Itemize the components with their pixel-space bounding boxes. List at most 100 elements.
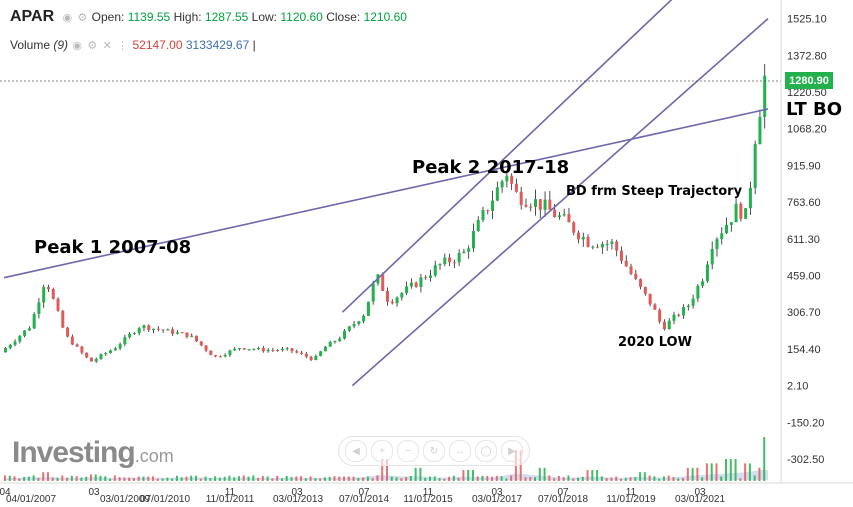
x-tick-label: 11/01/2015 (403, 494, 453, 505)
candle-body (314, 355, 318, 360)
volume-bar (682, 478, 685, 481)
close-value: 1210.60 (363, 10, 407, 24)
volume-bar (443, 478, 446, 481)
candle-body (32, 313, 36, 329)
volume-bar (591, 470, 594, 481)
candle-body (85, 352, 89, 358)
volume-bar (672, 476, 675, 481)
fit-icon[interactable]: ↔ (449, 440, 471, 462)
y-tick-label: 154.40 (787, 344, 821, 356)
volume-bar (266, 476, 269, 481)
volume-bar (481, 475, 484, 481)
volume-bar (381, 459, 384, 481)
volume-bar (147, 476, 150, 481)
volume-separator: | (252, 38, 256, 52)
volume-bar (51, 477, 54, 481)
x-tick-label: 03/01/2009 (100, 494, 150, 505)
volume-bar (128, 477, 131, 481)
candle-body (409, 282, 413, 287)
candle-body (61, 310, 65, 328)
y-tick-label: 1220.50 (787, 87, 827, 99)
eye-icon[interactable]: ◉ (62, 12, 73, 24)
volume-bar (376, 475, 379, 481)
scroll-right-icon[interactable]: ▶ (501, 440, 523, 462)
volume-bar (538, 467, 541, 481)
candle-body (195, 335, 198, 342)
candle-body (371, 283, 375, 302)
volume-bar (295, 476, 298, 481)
volume-bar (748, 463, 751, 481)
x-tick-label: 03 (291, 487, 303, 498)
candle-body (285, 348, 289, 350)
volume-bar (758, 467, 761, 481)
candle-body (328, 341, 332, 347)
scroll-left-icon[interactable]: ◀ (345, 440, 367, 462)
candle-body (271, 349, 275, 351)
candle-body (204, 345, 208, 351)
candle-body (662, 321, 666, 330)
volume-bar (686, 467, 689, 481)
volume-bar (137, 476, 140, 481)
candle-body (519, 191, 523, 205)
volume-bar (8, 475, 11, 481)
candles (4, 63, 767, 363)
candle-body (27, 328, 31, 331)
volume-bar (662, 476, 665, 481)
volume-bar (252, 475, 255, 481)
y-axis-ticks: 1525.10 1372.80 1220.50 1068.20 915.90 763.60… (787, 14, 827, 466)
volume-bar (557, 476, 560, 481)
volume-bar (405, 477, 408, 481)
candle-body (104, 353, 108, 355)
trendline-peak-line[interactable] (3, 108, 769, 279)
y-tick-label: 763.60 (787, 197, 821, 209)
volume-close-icon[interactable]: ✕ (102, 40, 112, 52)
volume-bar (4, 475, 6, 481)
volume-bar (27, 476, 30, 481)
volume-bar (495, 475, 498, 481)
volume-eye-icon[interactable]: ◉ (72, 40, 82, 52)
candle-body (37, 302, 41, 314)
candle-body (682, 307, 686, 316)
candle-body (557, 215, 561, 218)
candle-body (190, 335, 194, 337)
x-tick-label: 11/01/2011 (206, 494, 255, 505)
investing-logo[interactable]: Investing.com (12, 436, 174, 469)
candle-body (744, 208, 748, 219)
x-tick-label: 07 (557, 487, 569, 498)
zoom-reset-icon[interactable]: ◯ (475, 440, 497, 462)
volume-bar (338, 476, 341, 481)
trendline-channel-lower[interactable] (351, 18, 769, 387)
y-tick-label: 306.70 (787, 307, 821, 319)
candle-body (639, 278, 643, 287)
candle-body (739, 203, 743, 219)
zoom-in-icon[interactable]: + (371, 440, 393, 462)
volume-bar (543, 467, 546, 481)
candle-body (725, 224, 729, 234)
volume-bar (715, 463, 718, 481)
reset-icon[interactable]: ↻ (423, 440, 445, 462)
volume-bar (237, 476, 240, 481)
trendlines (3, 0, 769, 387)
x-tick-label: 07/01/2014 (339, 494, 389, 505)
volume-settings-icon[interactable]: ⚙ (87, 40, 98, 52)
candle-body (710, 248, 714, 265)
volume-bar (419, 467, 422, 481)
volume-bar (510, 475, 513, 481)
candle-body (667, 320, 671, 330)
volume-bar (123, 477, 126, 481)
candle-body (696, 285, 700, 299)
settings-gear-icon[interactable]: ⚙ (77, 12, 88, 24)
candle-body (228, 350, 232, 355)
volume-bar (261, 476, 264, 481)
candle-body (343, 330, 347, 339)
trendline-channel-upper[interactable] (341, 0, 690, 313)
volume-bar (409, 475, 412, 481)
volume-label: Volume (10, 38, 51, 52)
candle-body (548, 199, 552, 210)
candle-body (252, 349, 256, 351)
volume-bar (581, 476, 584, 481)
zoom-out-icon[interactable]: − (397, 440, 419, 462)
volume-bar (705, 463, 708, 481)
candle-body (56, 298, 60, 311)
